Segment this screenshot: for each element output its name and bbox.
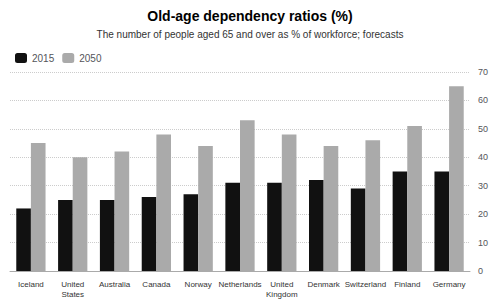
- svg-text:60: 60: [478, 95, 488, 105]
- svg-text:Kingdom: Kingdom: [266, 290, 298, 299]
- svg-text:Germany: Germany: [433, 280, 466, 289]
- svg-text:Norway: Norway: [185, 280, 212, 289]
- svg-text:2050: 2050: [79, 53, 102, 64]
- svg-text:United: United: [270, 280, 293, 289]
- svg-text:70: 70: [478, 67, 488, 77]
- svg-text:Old-age dependency ratios (%): Old-age dependency ratios (%): [147, 8, 352, 24]
- svg-text:20: 20: [478, 209, 488, 219]
- svg-text:Switzerland: Switzerland: [345, 280, 386, 289]
- svg-text:10: 10: [478, 238, 488, 248]
- svg-text:2015: 2015: [32, 53, 55, 64]
- svg-text:The number of people aged 65 a: The number of people aged 65 and over as…: [97, 29, 404, 40]
- svg-text:United: United: [61, 280, 84, 289]
- svg-text:Finland: Finland: [394, 280, 420, 289]
- svg-text:Denmark: Denmark: [307, 280, 340, 289]
- svg-text:Netherlands: Netherlands: [218, 280, 261, 289]
- svg-text:50: 50: [478, 124, 488, 134]
- svg-text:Australia: Australia: [99, 280, 131, 289]
- svg-text:0: 0: [478, 266, 483, 276]
- svg-text:30: 30: [478, 181, 488, 191]
- svg-text:40: 40: [478, 152, 488, 162]
- svg-text:States: States: [61, 290, 84, 299]
- svg-text:Canada: Canada: [142, 280, 171, 289]
- svg-text:Iceland: Iceland: [18, 280, 44, 289]
